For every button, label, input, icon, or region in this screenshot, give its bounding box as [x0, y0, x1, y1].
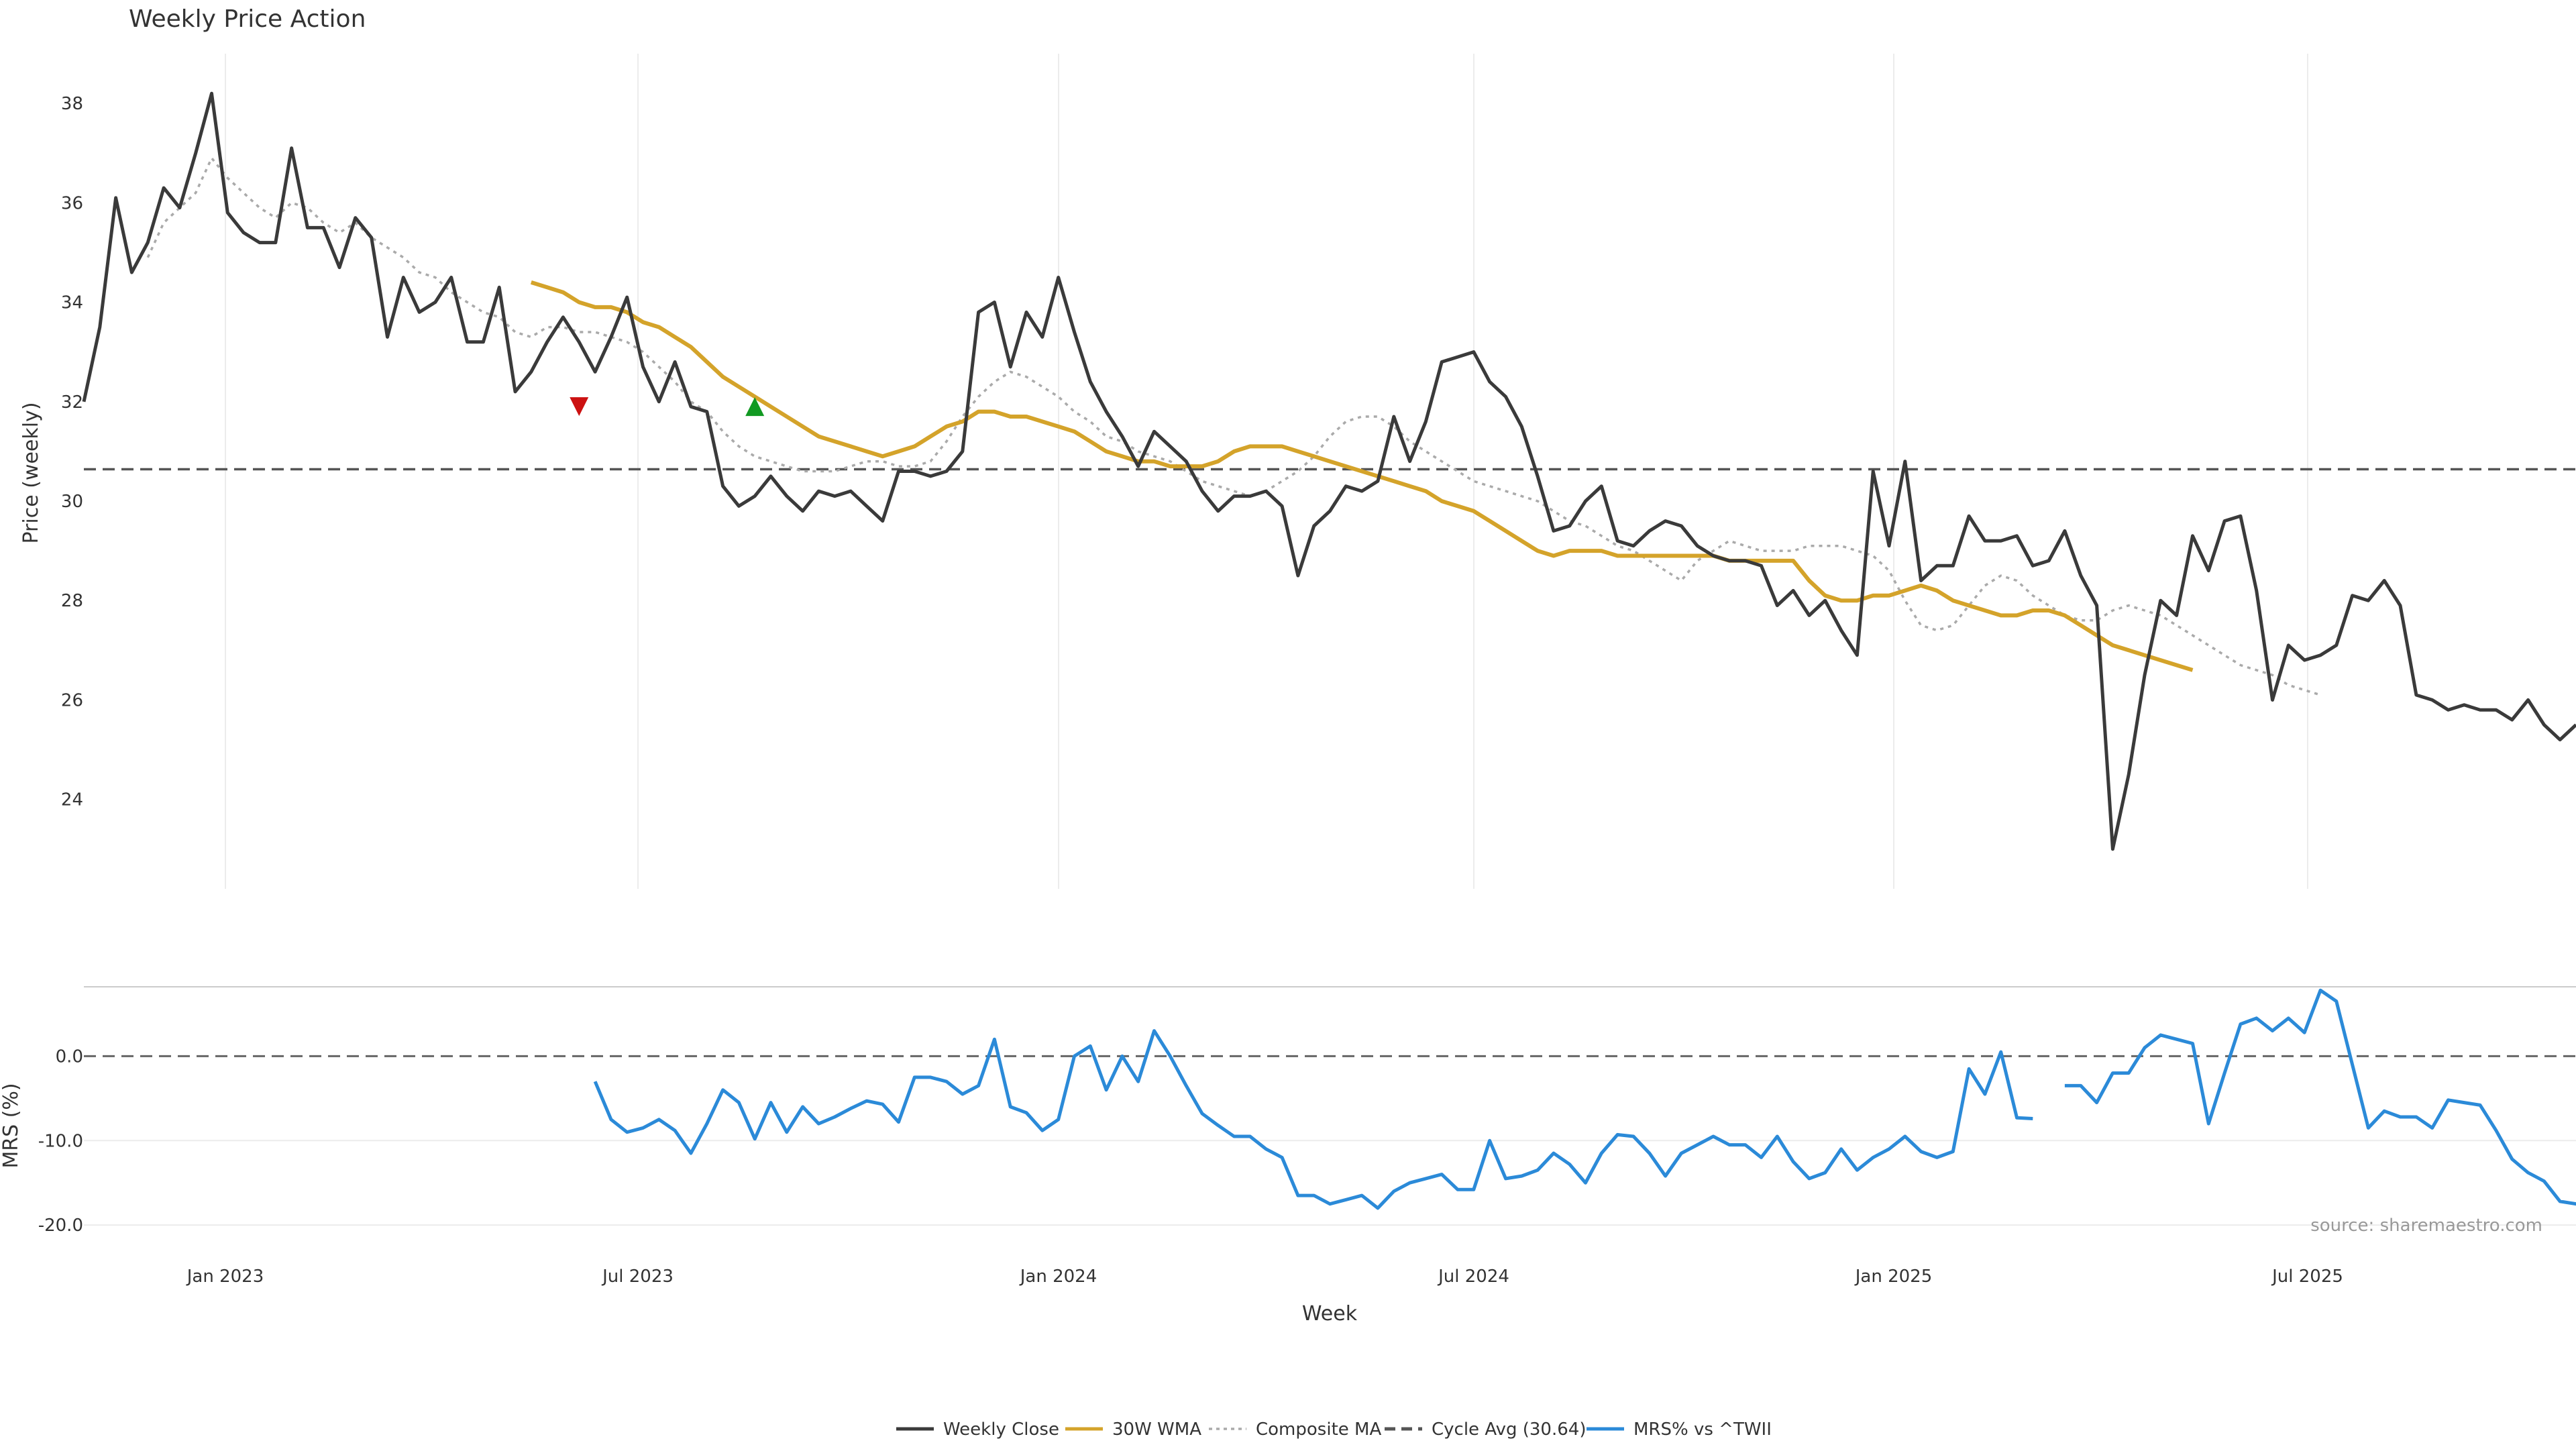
wma-30w-line: [530, 280, 2194, 672]
price-y-tick: 28: [61, 591, 83, 611]
buy-marker: [745, 397, 765, 417]
price-y-tick: 24: [61, 790, 83, 810]
mrs-line: [593, 988, 2576, 1210]
price-y-tick: 36: [61, 193, 83, 213]
x-tick: Jul 2024: [1437, 1267, 1509, 1287]
mrs-gridlines: [84, 1140, 2576, 1226]
weekly-close-line: [82, 91, 2576, 851]
price-y-tick: 26: [61, 690, 83, 710]
x-tick: Jan 2023: [186, 1267, 264, 1287]
sell-marker: [570, 397, 589, 417]
legend-label: MRS% vs ^TWII: [1633, 1419, 1772, 1440]
composite-ma-line: [146, 156, 2321, 696]
legend-label: 30W WMA: [1112, 1419, 1201, 1440]
source-note: source: sharemaestro.com: [2310, 1216, 2542, 1236]
price-y-tick: 32: [61, 392, 83, 413]
x-tick: Jul 2023: [601, 1267, 674, 1287]
legend-label: Composite MA: [1256, 1419, 1381, 1440]
price-y-tick: 30: [61, 492, 83, 512]
mrs-y-ticks: 0.0 -10.0 -20.0: [38, 1046, 83, 1236]
signal-markers: [570, 397, 765, 417]
price-panel: 24 26 28 30 32 34 36 38 Price (weekly): [19, 54, 2576, 889]
legend-label: Cycle Avg (30.64): [1432, 1419, 1586, 1440]
price-y-ticks: 24 26 28 30 32 34 36 38: [61, 94, 83, 810]
mrs-y-tick: 0.0: [56, 1046, 83, 1067]
legend-label: Weekly Close: [943, 1419, 1059, 1440]
mrs-y-tick: -10.0: [38, 1131, 83, 1151]
mrs-panel: 0.0 -10.0 -20.0 MRS (%) source: sharemaest…: [0, 988, 2576, 1236]
legend: Weekly Close 30W WMA Composite MA Cycle Avg…: [896, 1419, 1772, 1440]
x-tick: Jul 2025: [2271, 1267, 2343, 1287]
x-axis-label: Week: [1302, 1302, 1358, 1326]
price-y-tick: 38: [61, 94, 83, 114]
x-ticks: Jan 2023 Jul 2023 Jan 2024 Jul 2024 Jan 2025…: [186, 1267, 2343, 1287]
price-y-tick: 34: [61, 293, 83, 313]
chart-title: Weekly Price Action: [129, 5, 366, 33]
mrs-y-tick: -20.0: [38, 1216, 83, 1236]
x-tick: Jan 2025: [1854, 1267, 1933, 1287]
x-tick: Jan 2024: [1019, 1267, 1097, 1287]
price-gridlines: [225, 54, 2308, 889]
price-y-axis-label: Price (weekly): [19, 402, 43, 543]
mrs-y-axis-label: MRS (%): [0, 1083, 23, 1168]
